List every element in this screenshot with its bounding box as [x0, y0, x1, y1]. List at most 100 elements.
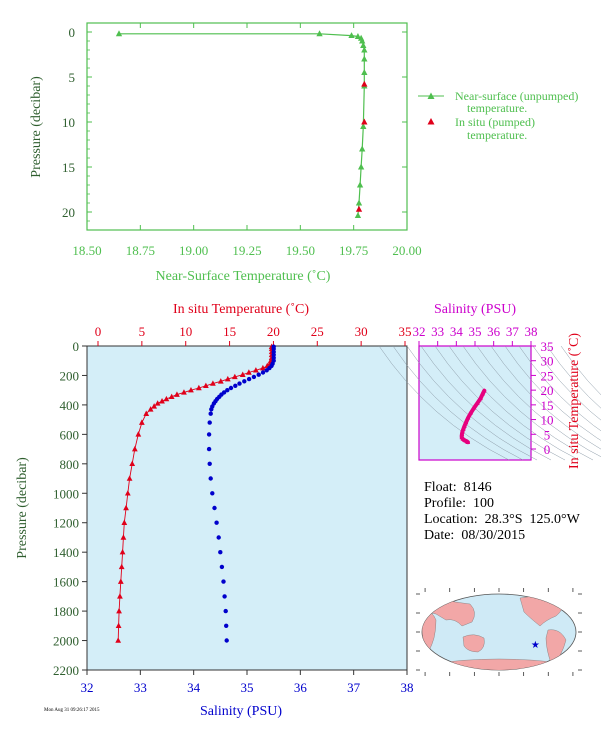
top-x-tick-label: 18.75	[126, 243, 155, 258]
near-surface-point	[316, 30, 323, 37]
top-y-tick-label: 20	[62, 205, 75, 220]
top-y-tick-label: 10	[62, 115, 75, 130]
temperature-point	[154, 400, 161, 406]
density-contour	[504, 345, 601, 441]
temperature-point	[120, 534, 127, 540]
top-x-tick-label: 18.50	[72, 243, 101, 258]
sal-tick-label: 33	[134, 680, 147, 695]
sal-tick-label: 32	[81, 680, 94, 695]
salinity-point	[206, 446, 212, 452]
float-location-marker: ★	[531, 640, 540, 651]
salinity-point	[237, 381, 242, 386]
temperature-point	[138, 419, 145, 425]
ts-y-tick-label: 0	[544, 442, 551, 457]
temp-tick-label: 15	[223, 324, 236, 339]
pressure-tick-label: 0	[73, 339, 80, 354]
pressure-tick-label: 600	[60, 427, 80, 442]
salinity-point	[223, 608, 228, 614]
location: Location: 28.3°S 125.0°W	[424, 512, 580, 527]
pressure-tick-label: 400	[60, 398, 80, 413]
temp-tick-label: 35	[399, 324, 412, 339]
top-x-tick-label: 19.75	[339, 243, 368, 258]
profile-plot-frame	[86, 345, 408, 671]
density-contour	[378, 345, 510, 461]
top-plot-frame	[86, 22, 408, 231]
salinity-point	[256, 372, 261, 377]
ts-point	[478, 395, 483, 401]
ts-x-tick-label: 38	[525, 324, 538, 339]
near-surface-panel: 18.50 18.75 19.00 19.25 19.50 19.75 20.00 0 5 10 1…	[29, 22, 578, 284]
temperature-point	[143, 410, 150, 416]
top-y-tick-label: 0	[69, 25, 76, 40]
ts-y-tick-label: 5	[544, 427, 551, 442]
salinity-point	[246, 376, 252, 382]
temp-tick-label: 30	[355, 324, 368, 339]
salinity-point	[216, 535, 221, 540]
salinity-point	[264, 368, 269, 373]
near-surface-point	[361, 46, 368, 53]
temperature-point	[168, 393, 175, 400]
salinity-point	[224, 638, 229, 643]
ts-y-tick-label: 35	[541, 339, 554, 354]
ts-x-tick-label: 34	[450, 324, 464, 339]
density-contour	[560, 345, 601, 396]
temperature-point	[147, 406, 154, 412]
temperature-point	[123, 504, 129, 511]
temperature-point	[188, 386, 194, 393]
pressure-tick-label: 2000	[53, 634, 79, 649]
temp-tick-label: 25	[311, 324, 324, 339]
density-contour	[434, 345, 566, 461]
sal-tick-label: 38	[401, 680, 414, 695]
ts-y-tick-label: 15	[541, 398, 554, 413]
date: Date: 08/30/2015	[424, 528, 526, 543]
temp-tick-label: 0	[95, 324, 102, 339]
salinity-point	[207, 461, 212, 466]
salinity-point	[242, 379, 247, 384]
top-x-tick-label: 19.50	[286, 243, 315, 258]
top-y-tick-label: 15	[62, 160, 75, 175]
temperature-point	[117, 578, 124, 584]
ts-x-tick-label: 36	[487, 324, 501, 339]
temperature-point	[239, 371, 246, 377]
pressure-tick-label: 2200	[53, 663, 79, 678]
near-surface-point	[360, 123, 367, 129]
legend-green-triangle	[427, 92, 435, 99]
sal-tick-label: 35	[241, 680, 254, 695]
top-x-tick-label: 20.00	[392, 243, 421, 258]
salinity-point	[228, 385, 234, 391]
top-legend: Near-surface (unpumped) temperature. In …	[418, 89, 578, 142]
profile-y-axis-label: Pressure (decibar)	[15, 457, 30, 559]
legend-entry-2-cont: temperature.	[467, 128, 527, 142]
near-surface-point	[361, 69, 368, 75]
temperature-point	[116, 607, 122, 614]
ts-y-tick-label: 25	[541, 368, 554, 383]
ts-y-tick-label: 10	[541, 413, 554, 428]
salinity-point	[224, 623, 229, 628]
temperature-point	[126, 475, 133, 481]
temperature-point	[115, 622, 122, 629]
temperature-point	[217, 378, 224, 384]
temperature-point	[115, 637, 122, 643]
top-y-tick-label: 5	[69, 70, 76, 85]
salinity-point	[212, 505, 217, 511]
salinity-point	[210, 491, 215, 496]
near-surface-point	[360, 42, 367, 48]
top-x-axis-label: Near-Surface Temperature (˚C)	[156, 269, 331, 284]
pressure-tick-label: 1800	[53, 604, 79, 619]
in-situ-point	[361, 80, 368, 87]
salinity-point	[221, 579, 226, 584]
ts-x-tick-label: 33	[431, 324, 444, 339]
in-situ-point	[361, 118, 368, 125]
temp-tick-label: 20	[267, 324, 280, 339]
temperature-point	[181, 389, 187, 395]
float-id: Float: 8146	[424, 480, 492, 495]
temp-tick-label: 10	[179, 324, 192, 339]
map-ticks	[416, 588, 582, 676]
near-surface-point	[359, 145, 366, 152]
near-surface-point	[355, 199, 363, 206]
pressure-tick-label: 800	[60, 457, 80, 472]
temperature-point	[224, 375, 231, 382]
temperature-point	[203, 382, 209, 389]
near-surface-point	[356, 181, 364, 188]
near-surface-point	[361, 55, 368, 62]
